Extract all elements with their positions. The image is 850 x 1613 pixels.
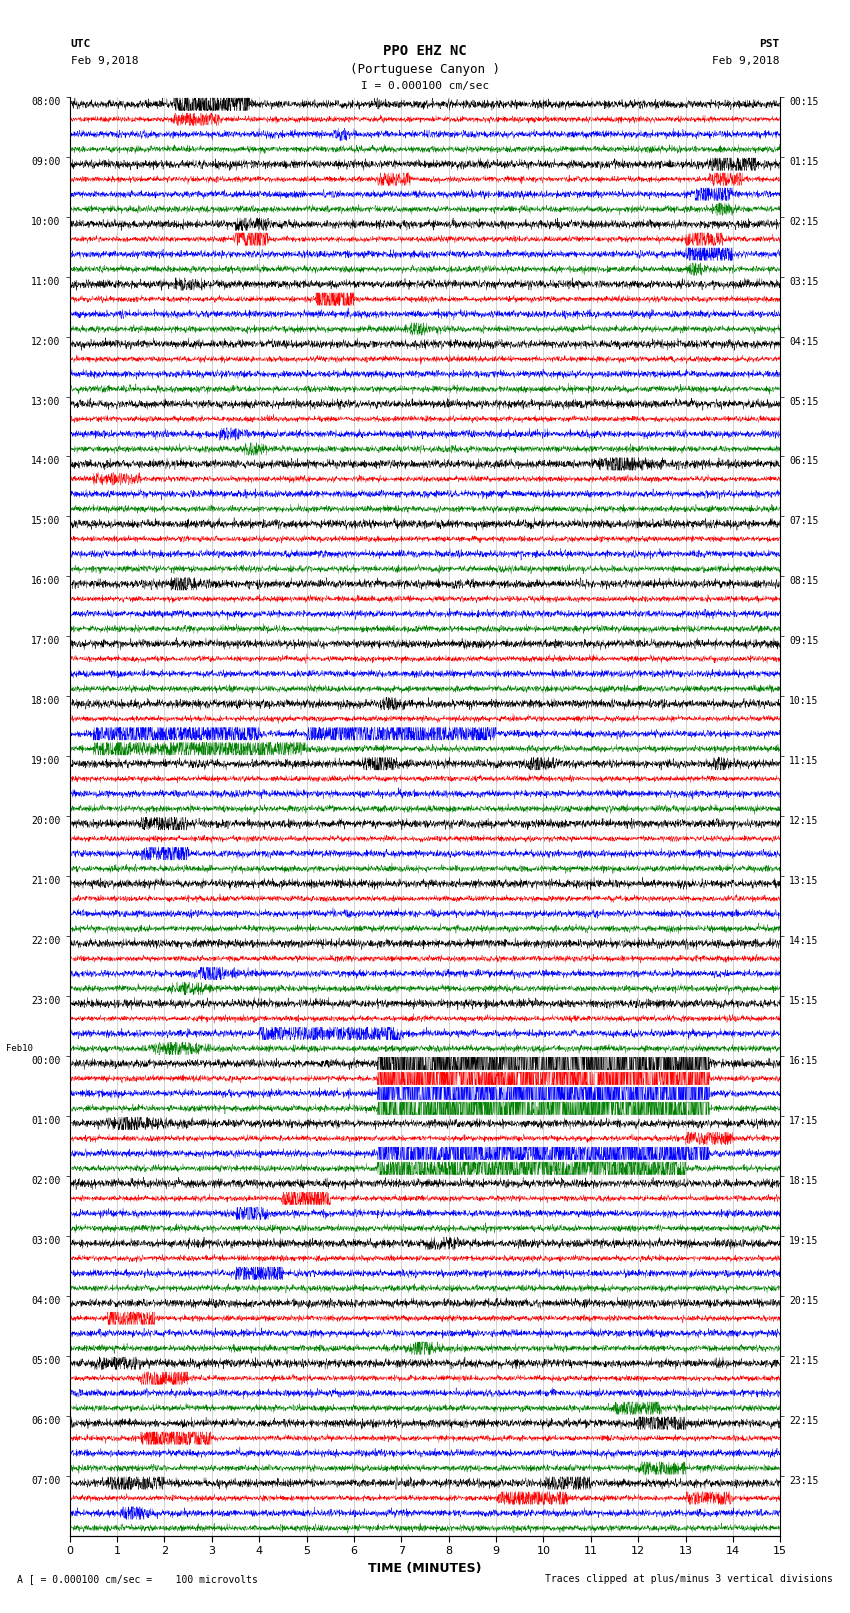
Text: Traces clipped at plus/minus 3 vertical divisions: Traces clipped at plus/minus 3 vertical …: [545, 1574, 833, 1584]
Text: UTC: UTC: [71, 39, 91, 48]
Text: Feb10: Feb10: [6, 1044, 32, 1053]
X-axis label: TIME (MINUTES): TIME (MINUTES): [368, 1561, 482, 1574]
Text: PPO EHZ NC: PPO EHZ NC: [383, 44, 467, 58]
Text: I = 0.000100 cm/sec: I = 0.000100 cm/sec: [361, 81, 489, 90]
Text: A [ = 0.000100 cm/sec =    100 microvolts: A [ = 0.000100 cm/sec = 100 microvolts: [17, 1574, 258, 1584]
Text: Feb 9,2018: Feb 9,2018: [71, 56, 138, 66]
Text: (Portuguese Canyon ): (Portuguese Canyon ): [350, 63, 500, 76]
Text: Feb 9,2018: Feb 9,2018: [712, 56, 779, 66]
Text: PST: PST: [759, 39, 779, 48]
